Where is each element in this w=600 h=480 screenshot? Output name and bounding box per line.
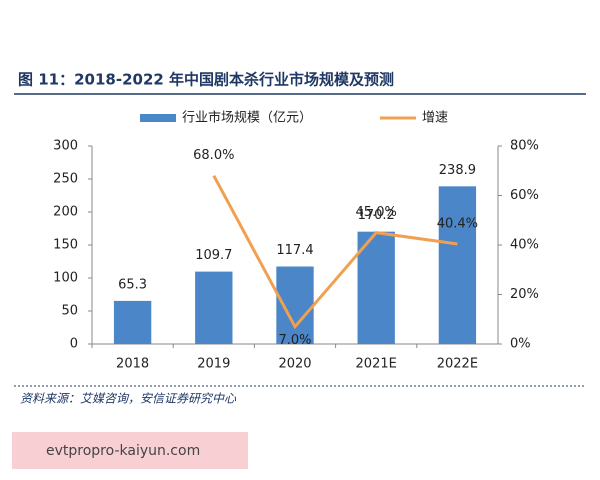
source: 资料来源：艾媒咨询，安信证券研究中心	[20, 392, 237, 406]
bar	[113, 300, 152, 344]
y-tick-label: 150	[53, 238, 78, 253]
y2-tick-label: 40%	[510, 238, 539, 253]
line-label: 45.0%	[356, 205, 397, 220]
chart-title: 图 11：2018-2022 年中国剧本杀行业市场规模及预测	[18, 71, 394, 89]
line-label: 40.4%	[437, 217, 478, 232]
y-tick-label: 200	[53, 205, 78, 220]
legend-label: 增速	[422, 111, 448, 126]
x-tick-label: 2021E	[356, 357, 397, 372]
y2-tick-label: 60%	[510, 188, 539, 203]
bar-label: 65.3	[118, 277, 147, 292]
legend-label: 行业市场规模（亿元）	[182, 110, 312, 126]
bar-label: 109.7	[195, 248, 232, 263]
x-tick-label: 2019	[197, 357, 230, 372]
y2-tick-label: 80%	[510, 139, 539, 154]
x-tick-label: 2022E	[437, 357, 478, 372]
y-tick-label: 250	[53, 172, 78, 187]
y-tick-label: 50	[61, 304, 78, 319]
bar	[438, 186, 477, 344]
watermark-box	[12, 432, 248, 469]
line-label: 68.0%	[193, 148, 234, 163]
x-tick-label: 2020	[278, 357, 311, 372]
y2-tick-label: 0%	[510, 337, 531, 352]
y-tick-label: 300	[53, 139, 78, 154]
y-tick-label: 100	[53, 271, 78, 286]
bar-label: 117.4	[276, 243, 313, 258]
bar	[195, 271, 233, 344]
y-tick-label: 0	[70, 337, 78, 352]
watermark: evtpropro-kaiyun.com	[46, 443, 200, 459]
bar	[357, 231, 395, 344]
bar-label: 170.2	[358, 208, 395, 223]
line-label: 7.0%	[278, 333, 311, 348]
x-tick-label: 2018	[116, 357, 149, 372]
legend-swatch	[140, 114, 176, 122]
bar-label: 238.9	[439, 163, 476, 178]
y2-tick-label: 20%	[510, 287, 539, 302]
line	[212, 174, 458, 330]
